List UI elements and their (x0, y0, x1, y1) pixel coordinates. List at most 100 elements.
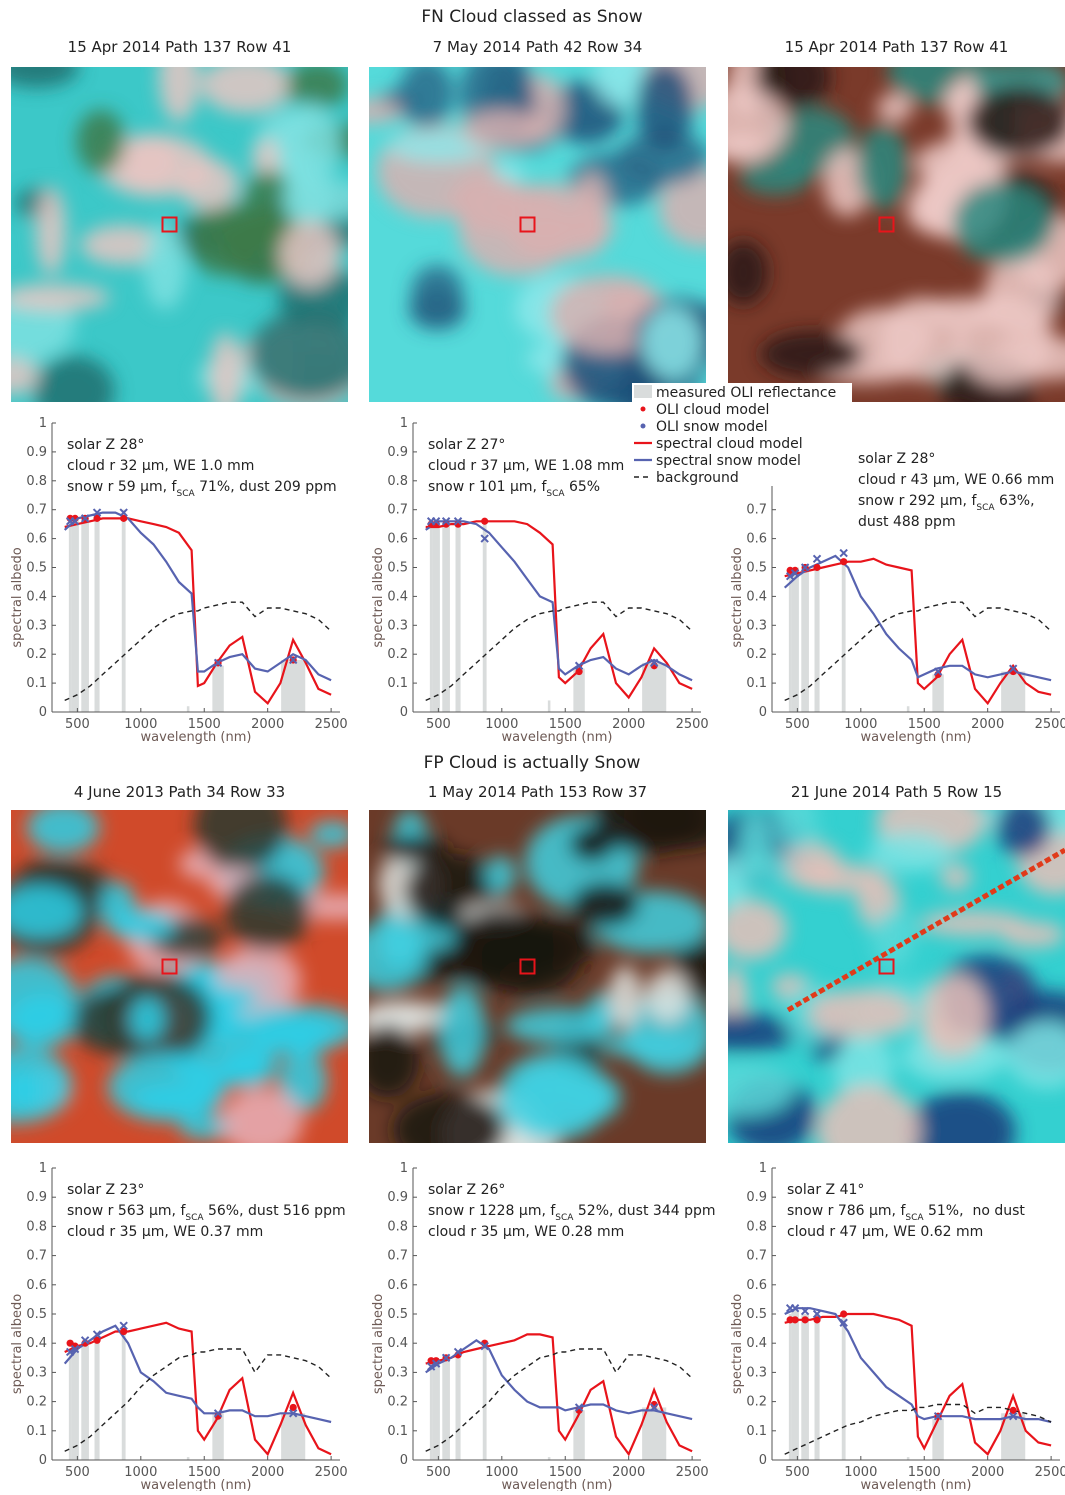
measured-bar (432, 1364, 440, 1460)
legend-swatch (641, 407, 646, 412)
measured-bar (456, 521, 461, 712)
y-tick-label: 0.4 (26, 1336, 47, 1351)
x-tick-label: 500 (785, 1465, 810, 1480)
image-patch (179, 159, 239, 210)
y-tick-label: 0.5 (26, 1307, 47, 1322)
measured-bar (212, 1413, 223, 1460)
annotation-part: dust 488 ppm (858, 514, 956, 530)
annotation-part: snow r 786 µm, f (787, 1203, 906, 1219)
measured-bar (642, 663, 666, 712)
image-patch (868, 831, 950, 872)
y-tick-label: 0.8 (746, 1219, 767, 1234)
image-patch (609, 965, 642, 1028)
image-patch (760, 331, 863, 377)
image-patch (346, 923, 427, 991)
image-patch (642, 306, 702, 378)
measured-bar (281, 1413, 305, 1460)
y-tick-label: 0.3 (746, 1365, 767, 1380)
image-patch (200, 57, 292, 114)
image-patch (996, 797, 1050, 856)
annotation-part: cloud r 47 µm, WE 0.62 mm (787, 1224, 983, 1240)
y-tick-label: 0.9 (26, 445, 47, 460)
y-tick-label: 0.4 (387, 1336, 408, 1351)
y-tick-label: 0.8 (387, 474, 408, 489)
annotation-part: snow r 1228 µm, f (428, 1203, 556, 1219)
legend-label: spectral snow model (656, 453, 801, 469)
measured-bar (432, 521, 440, 712)
measured-bar (69, 1349, 72, 1460)
annotation-part: solar Z 27° (428, 437, 505, 453)
measured-bar (69, 518, 72, 712)
annotation-part: cloud r 32 µm, WE 1.0 mm (67, 458, 254, 474)
annotation: solar Z 26° (428, 1182, 505, 1198)
legend-label: OLI snow model (656, 419, 768, 435)
image-patch (210, 332, 242, 419)
image-patch (439, 985, 486, 1077)
x-tick-label: 500 (65, 1465, 90, 1480)
y-tick-label: 0.1 (26, 676, 47, 691)
y-tick-label: 0.3 (26, 618, 47, 633)
y-tick-label: 0.3 (387, 618, 408, 633)
annotation-part: snow r 101 µm, f (428, 479, 547, 495)
x-tick-label: 2500 (676, 717, 709, 732)
image-patch (27, 803, 100, 853)
y-tick-label: 0.5 (387, 1307, 408, 1322)
x-axis-label: wavelength (nm) (502, 1478, 613, 1491)
legend-swatch (634, 385, 652, 398)
measured-bar (907, 706, 910, 712)
image-title: 15 Apr 2014 Path 137 Row 41 (68, 38, 292, 56)
annotation-part: 52%, dust 344 ppm (573, 1203, 715, 1219)
satellite-image (0, 779, 397, 1156)
annotation: cloud r 32 µm, WE 1.0 mm (67, 458, 254, 474)
y-tick-label: 0.7 (746, 503, 767, 518)
x-tick-label: 500 (65, 717, 90, 732)
image-patch (452, 908, 554, 989)
annotation: solar Z 28° (858, 451, 935, 467)
y-tick-label: 1 (39, 416, 47, 431)
y-tick-label: 0.3 (746, 618, 767, 633)
measured-bar (442, 521, 450, 712)
measured-bar (456, 1355, 461, 1460)
image-title: 21 June 2014 Path 5 Row 15 (791, 783, 1002, 801)
y-tick-label: 0.5 (746, 561, 767, 576)
image-patch (286, 61, 349, 109)
y-tick-label: 0.7 (387, 503, 408, 518)
image-patch (955, 293, 1053, 385)
image-patch (249, 310, 368, 401)
image-patch (799, 864, 886, 894)
y-tick-label: 0.4 (746, 589, 767, 604)
image-patch (645, 969, 689, 1022)
satellite-image (690, 40, 1065, 423)
measured-bar (430, 524, 433, 712)
y-tick-label: 0.4 (746, 1336, 767, 1351)
annotation-part: snow r 59 µm, f (67, 479, 178, 495)
y-tick-label: 0 (400, 705, 408, 720)
annotation-part: solar Z 28° (67, 437, 144, 453)
y-tick-label: 1 (39, 1161, 47, 1176)
x-tick-label: 2000 (251, 1465, 284, 1480)
y-tick-label: 0.6 (746, 1278, 767, 1293)
measured-bar (187, 706, 190, 712)
image-patch (808, 989, 914, 1038)
annotation: solar Z 27° (428, 437, 505, 453)
measured-bar (842, 562, 846, 712)
figure: FN Cloud classed as Snow FP Cloud is act… (0, 0, 1065, 1491)
x-tick-label: 2500 (315, 717, 348, 732)
legend-label: measured OLI reflectance (656, 385, 836, 401)
image-patch (856, 124, 909, 210)
x-tick-label: 2000 (612, 1465, 645, 1480)
y-tick-label: 1 (400, 416, 408, 431)
y-tick-label: 0.8 (26, 1219, 47, 1234)
y-tick-label: 0.2 (387, 647, 408, 662)
annotation: cloud r 43 µm, WE 0.66 mm (858, 472, 1054, 488)
y-axis-label: spectral albedo (371, 547, 386, 647)
y-tick-label: 0.7 (746, 1249, 767, 1264)
y-tick-label: 0.5 (746, 1307, 767, 1322)
section-title: FP Cloud is actually Snow (424, 753, 641, 773)
measured-bar (483, 524, 487, 712)
y-tick-label: 0.1 (387, 676, 408, 691)
satellite-image (683, 788, 1065, 1177)
annotation-part: solar Z 23° (67, 1182, 144, 1198)
y-tick-label: 0.8 (26, 474, 47, 489)
measured-bar (932, 1419, 943, 1460)
